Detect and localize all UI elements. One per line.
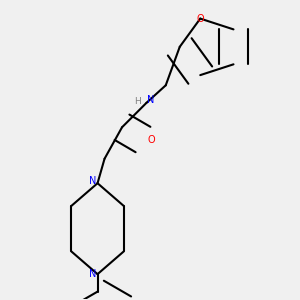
Text: O: O xyxy=(148,134,156,145)
Text: N: N xyxy=(147,95,154,105)
Text: N: N xyxy=(88,269,96,279)
Text: O: O xyxy=(196,14,204,24)
Text: H: H xyxy=(134,97,141,106)
Text: N: N xyxy=(88,176,96,187)
